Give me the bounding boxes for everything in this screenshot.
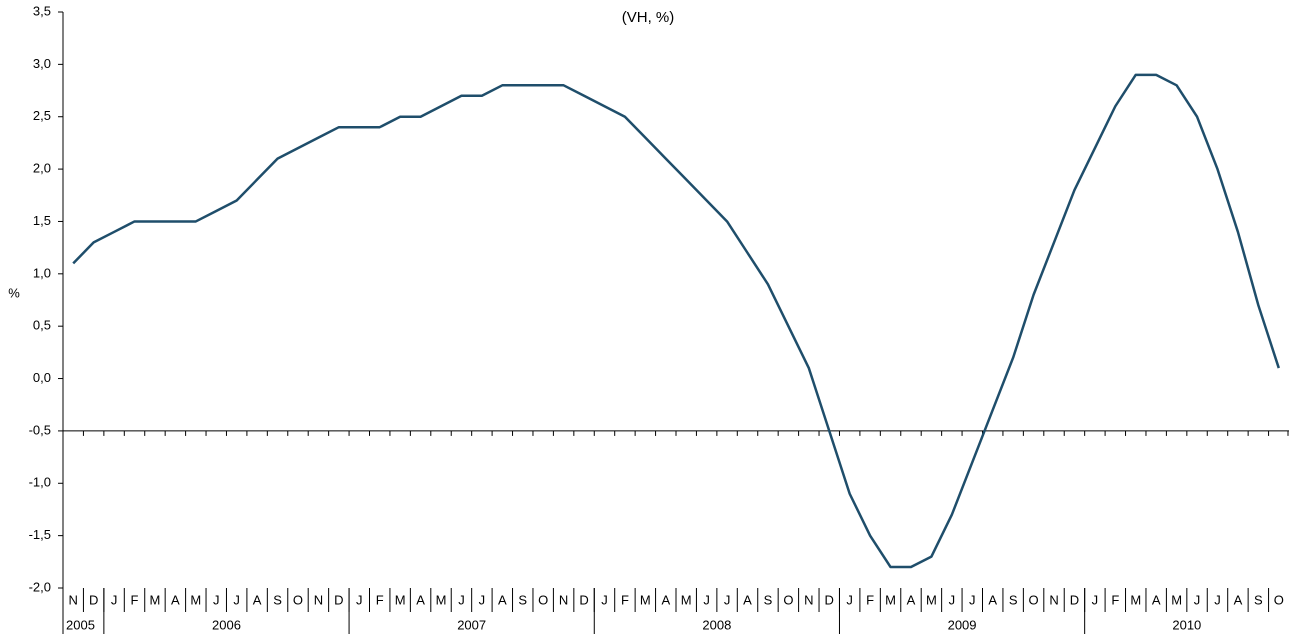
x-tick-label: A (743, 592, 752, 607)
x-tick-label: F (376, 592, 384, 607)
x-tick-label: A (1152, 592, 1161, 607)
y-tick-label: -2,0 (29, 579, 51, 594)
year-label: 2010 (1172, 617, 1201, 632)
x-tick-label: O (538, 592, 548, 607)
x-tick-label: M (436, 592, 447, 607)
x-tick-label: F (621, 592, 629, 607)
y-tick-label: -1,5 (29, 527, 51, 542)
x-tick-label: A (1234, 592, 1243, 607)
x-tick-label: M (1171, 592, 1182, 607)
year-label: 2006 (212, 617, 241, 632)
x-tick-label: J (356, 592, 363, 607)
x-tick-label: J (458, 592, 465, 607)
x-tick-label: J (724, 592, 731, 607)
x-tick-label: D (89, 592, 98, 607)
y-tick-label: -1,0 (29, 475, 51, 490)
x-tick-label: M (926, 592, 937, 607)
x-tick-label: O (783, 592, 793, 607)
x-tick-label: J (703, 592, 710, 607)
year-label: 2009 (948, 617, 977, 632)
y-tick-label: 3,0 (33, 56, 51, 71)
x-tick-label: A (988, 592, 997, 607)
x-tick-label: M (395, 592, 406, 607)
y-tick-label: 1,5 (33, 213, 51, 228)
y-tick-label: 3,5 (33, 3, 51, 18)
x-tick-label: D (579, 592, 588, 607)
x-tick-label: J (1194, 592, 1201, 607)
year-label: 2008 (702, 617, 731, 632)
x-tick-label: O (1274, 592, 1284, 607)
x-tick-label: A (171, 592, 180, 607)
x-tick-label: S (273, 592, 282, 607)
x-tick-label: J (969, 592, 976, 607)
x-tick-label: S (518, 592, 527, 607)
x-tick-label: A (498, 592, 507, 607)
x-tick-label: N (69, 592, 78, 607)
y-axis-label: % (8, 285, 20, 300)
x-tick-label: A (907, 592, 916, 607)
year-label: 2005 (66, 617, 95, 632)
year-label: 2007 (457, 617, 486, 632)
x-tick-label: J (479, 592, 486, 607)
x-tick-label: M (190, 592, 201, 607)
x-tick-label: D (334, 592, 343, 607)
y-tick-label: 2,0 (33, 161, 51, 176)
y-tick-label: 1,0 (33, 265, 51, 280)
x-tick-label: N (314, 592, 323, 607)
x-tick-label: N (804, 592, 813, 607)
x-tick-label: S (764, 592, 773, 607)
x-tick-label: M (681, 592, 692, 607)
x-tick-label: A (661, 592, 670, 607)
x-tick-label: M (640, 592, 651, 607)
x-tick-label: N (559, 592, 568, 607)
x-tick-label: J (213, 592, 220, 607)
x-tick-label: J (1214, 592, 1221, 607)
x-tick-label: J (233, 592, 240, 607)
x-tick-label: D (825, 592, 834, 607)
x-tick-label: J (846, 592, 853, 607)
x-tick-label: S (1009, 592, 1018, 607)
chart-title: (VH, %) (622, 9, 675, 26)
x-tick-label: J (1092, 592, 1099, 607)
y-tick-label: 0,0 (33, 370, 51, 385)
x-tick-label: M (150, 592, 161, 607)
y-tick-label: -0,5 (29, 422, 51, 437)
x-tick-label: S (1254, 592, 1263, 607)
x-tick-label: M (1130, 592, 1141, 607)
x-tick-label: F (866, 592, 874, 607)
x-tick-label: O (293, 592, 303, 607)
x-tick-label: J (601, 592, 608, 607)
x-tick-label: O (1029, 592, 1039, 607)
x-tick-label: D (1070, 592, 1079, 607)
y-tick-label: 2,5 (33, 108, 51, 123)
x-tick-label: J (111, 592, 118, 607)
x-tick-label: A (253, 592, 262, 607)
y-tick-label: 0,5 (33, 318, 51, 333)
data-line (72, 73, 1280, 569)
x-tick-label: F (1111, 592, 1119, 607)
x-tick-label: J (949, 592, 956, 607)
x-tick-label: F (131, 592, 139, 607)
x-tick-label: M (885, 592, 896, 607)
x-tick-label: A (416, 592, 425, 607)
x-tick-label: N (1049, 592, 1058, 607)
